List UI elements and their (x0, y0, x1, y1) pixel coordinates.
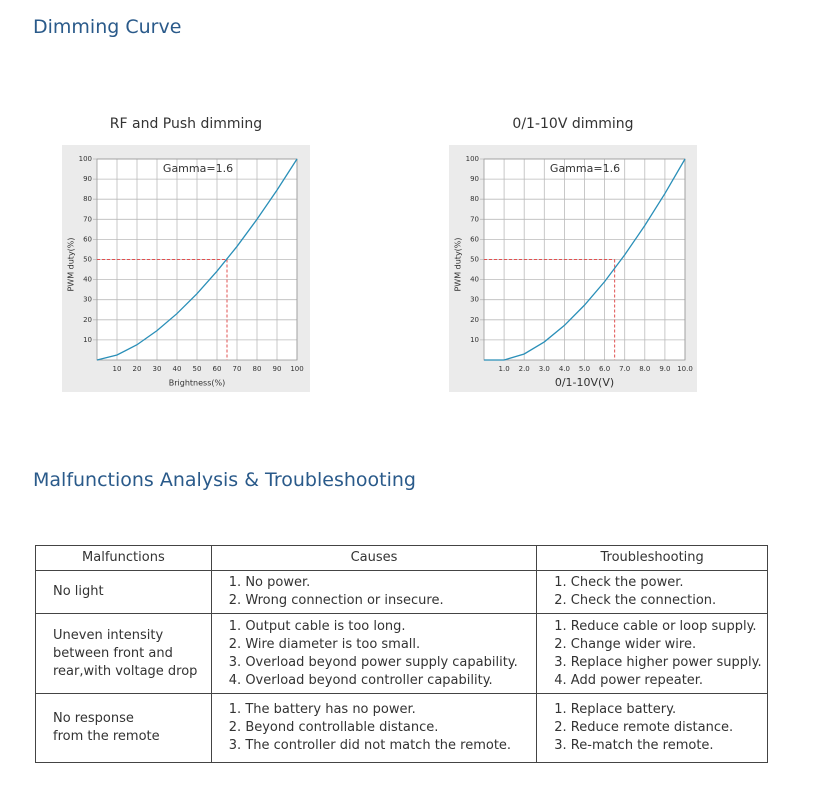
cell-line: 3. The controller did not match the remo… (228, 738, 512, 753)
troubleshooting-table: Malfunctions Causes Troubleshooting No lig… (35, 545, 768, 763)
cell-line: 3. Re-match the remote. (554, 738, 714, 753)
table-cell: 1. No power. 2. Wrong connection or insec… (210, 570, 538, 614)
x-tick-label: 90 (273, 365, 282, 373)
y-tick-label: 80 (470, 195, 479, 203)
cell-line: 1. Replace battery. (554, 702, 677, 717)
page-title: Dimming Curve (33, 16, 182, 38)
cell-line: 1. The battery has no power. (228, 702, 416, 717)
y-tick-label: 20 (470, 316, 479, 324)
header-cell: Causes (210, 545, 538, 571)
x-tick-label: 70 (233, 365, 242, 373)
y-tick-label: 30 (83, 296, 92, 304)
table-row: Uneven intensity between front and rear,wi… (35, 613, 768, 694)
y-tick-label: 100 (79, 155, 92, 163)
chart-title: RF and Push dimming (110, 116, 262, 132)
cell-line: 1. No power. (228, 575, 311, 590)
table-cell: Uneven intensity between front and rear,wi… (35, 613, 212, 694)
table-cell: No light (35, 570, 212, 614)
cell-line: 2. Beyond controllable distance. (228, 720, 439, 735)
table-cell: 1. Check the power. 2. Check the connecti… (536, 570, 768, 614)
x-axis-label: Brightness(%) (169, 379, 225, 388)
y-axis-label: PWM duty(%) (67, 237, 76, 291)
y-tick-label: 90 (83, 175, 92, 183)
cell-line: rear,with voltage drop (53, 663, 198, 679)
x-tick-label: 8.0 (639, 365, 650, 373)
x-tick-label: 40 (173, 365, 182, 373)
x-tick-label: 3.0 (539, 365, 550, 373)
x-tick-label: 9.0 (659, 365, 670, 373)
x-tick-label: 100 (290, 365, 303, 373)
cell-line: 1. Output cable is too long. (228, 618, 406, 634)
header-cell: Malfunctions (35, 545, 212, 571)
x-tick-label: 4.0 (559, 365, 570, 373)
table-cell: 1. Reduce cable or loop supply. 2. Change… (536, 613, 768, 694)
cell-line: Uneven intensity (53, 627, 164, 643)
x-tick-label: 20 (133, 365, 142, 373)
header-row: Malfunctions Causes Troubleshooting (35, 545, 768, 571)
x-tick-label: 50 (193, 365, 202, 373)
y-tick-label: 30 (470, 296, 479, 304)
cell-line: 2. Reduce remote distance. (554, 720, 734, 735)
table-cell: 1. The battery has no power. 2. Beyond co… (210, 693, 538, 763)
cell-line: 4. Add power repeater. (554, 672, 704, 688)
table-row: No light 1. No power. 2. Wrong connection … (35, 570, 768, 614)
cell-line: from the remote (53, 729, 160, 744)
cell-line: 4. Overload beyond controller capability… (228, 672, 493, 688)
cell-line: between front and (53, 645, 173, 661)
header-cell: Troubleshooting (536, 545, 768, 571)
cell-line: No response (53, 711, 134, 726)
charts: RF and Push dimming102030405060708090100… (62, 116, 697, 392)
cell-line: 3. Replace higher power supply. (554, 654, 762, 670)
y-axis-label: PWM duty(%) (454, 237, 463, 291)
y-tick-label: 100 (466, 155, 479, 163)
table-cell: No response from the remote (35, 693, 212, 763)
curve (484, 158, 686, 361)
cell-line: No light (53, 584, 104, 599)
x-tick-label: 6.0 (599, 365, 610, 373)
section-title: Malfunctions Analysis & Troubleshooting (33, 469, 416, 491)
curve (96, 158, 298, 361)
x-tick-label: 60 (213, 365, 222, 373)
cell-line: 2. Check the connection. (554, 593, 717, 608)
cell-line: 3. Overload beyond power supply capabili… (228, 654, 518, 670)
annotation: Gamma=1.6 (163, 162, 233, 175)
y-tick-label: 10 (83, 336, 92, 344)
y-tick-label: 80 (83, 195, 92, 203)
cell-line: 2. Change wider wire. (554, 636, 697, 652)
y-tick-label: 60 (83, 235, 92, 243)
cell-line: 1. Check the power. (554, 575, 684, 590)
x-tick-label: 5.0 (579, 365, 590, 373)
y-tick-label: 70 (83, 215, 92, 223)
annotation: Gamma=1.6 (550, 162, 620, 175)
y-tick-label: 50 (83, 256, 92, 264)
x-tick-label: 7.0 (619, 365, 630, 373)
x-axis-label: 0/1-10V(V) (555, 376, 614, 389)
y-tick-label: 10 (470, 336, 479, 344)
y-tick-label: 90 (470, 175, 479, 183)
table-row: No response from the remote 1. The battery… (35, 693, 768, 763)
y-tick-label: 40 (83, 276, 92, 284)
y-tick-label: 50 (470, 256, 479, 264)
x-tick-label: 80 (253, 365, 262, 373)
y-tick-label: 60 (470, 235, 479, 243)
cell-line: 2. Wire diameter is too small. (228, 636, 421, 652)
x-tick-label: 1.0 (499, 365, 510, 373)
x-tick-label: 10.0 (677, 365, 693, 373)
table-cell: 1. Output cable is too long. 2. Wire diam… (210, 613, 538, 694)
x-tick-label: 10 (113, 365, 122, 373)
x-tick-label: 30 (153, 365, 162, 373)
x-tick-label: 2.0 (519, 365, 530, 373)
y-tick-label: 70 (470, 215, 479, 223)
y-tick-label: 40 (470, 276, 479, 284)
table-cell: 1. Replace battery. 2. Reduce remote dist… (536, 693, 768, 763)
y-tick-label: 20 (83, 316, 92, 324)
cell-line: 1. Reduce cable or loop supply. (554, 618, 757, 634)
chart-title: 0/1-10V dimming (512, 116, 633, 132)
cell-line: 2. Wrong connection or insecure. (228, 593, 444, 608)
